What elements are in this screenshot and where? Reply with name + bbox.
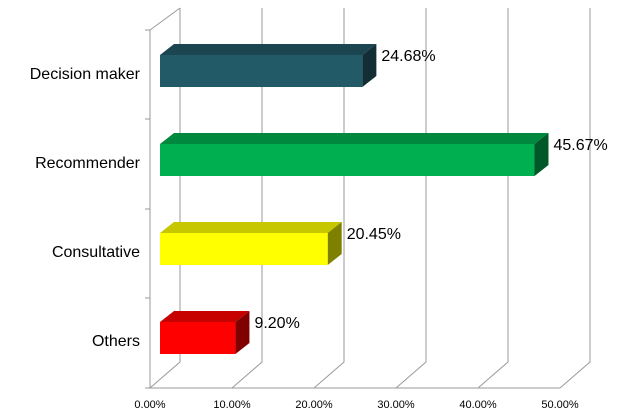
- category-label: Others: [92, 333, 140, 350]
- bar: [160, 144, 535, 176]
- category-label: Consultative: [52, 244, 140, 261]
- x-tick-label: 50.00%: [541, 399, 579, 411]
- grid-line: [395, 8, 427, 389]
- category-label: Recommender: [35, 155, 141, 172]
- bar: [160, 55, 363, 87]
- x-tick-label: 30.00%: [377, 399, 415, 411]
- value-label: 24.68%: [381, 48, 435, 65]
- x-tick-label: 10.00%: [213, 399, 251, 411]
- bar-side: [235, 311, 250, 354]
- bar-top: [160, 133, 549, 144]
- grid-line: [477, 8, 509, 389]
- bar-top: [160, 311, 250, 322]
- bar-side: [362, 44, 377, 87]
- x-tick-label: 40.00%: [459, 399, 497, 411]
- bar-side: [327, 222, 342, 265]
- grid-line: [231, 8, 263, 389]
- left-wall-top: [149, 7, 181, 31]
- grid-line: [313, 8, 345, 389]
- bar: [160, 233, 328, 265]
- value-label: 9.20%: [254, 315, 299, 332]
- x-tick-label: 0.00%: [134, 399, 165, 411]
- bar: [160, 322, 236, 354]
- category-label: Decision maker: [30, 66, 141, 83]
- value-label: 45.67%: [553, 137, 607, 154]
- grid-line: [559, 8, 591, 389]
- bar-side: [534, 133, 549, 176]
- value-label: 20.45%: [347, 226, 401, 243]
- x-tick-label: 20.00%: [295, 399, 333, 411]
- bar-top: [160, 44, 377, 55]
- grid-line: [149, 8, 181, 389]
- bar-top: [160, 222, 342, 233]
